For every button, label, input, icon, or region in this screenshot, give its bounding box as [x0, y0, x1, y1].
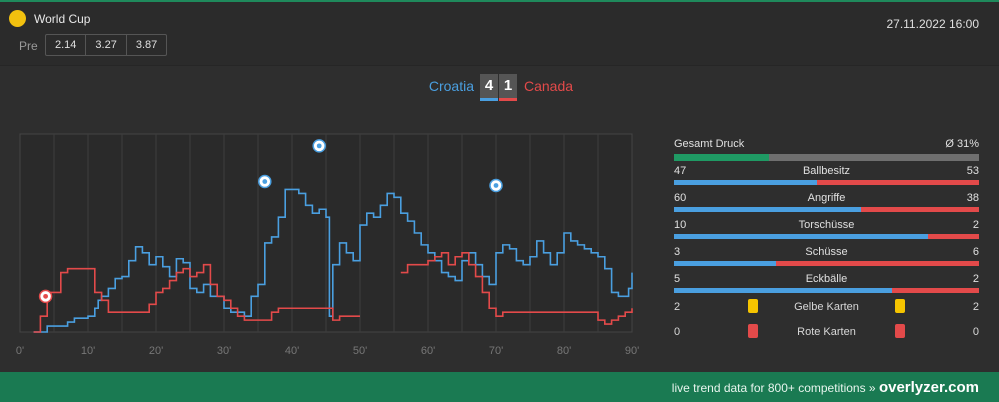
- goal-ball-center: [493, 183, 499, 188]
- stat-away-value: 2: [972, 219, 979, 231]
- pressure-bar: [674, 154, 979, 161]
- stat-home-value: 47: [674, 165, 687, 177]
- odds-home[interactable]: 2.14: [46, 35, 87, 55]
- red-card-icon: [748, 324, 758, 338]
- away-score: 1: [499, 74, 517, 101]
- stats-panel: Gesamt Druck Ø 31% 47 Ballbesitz 53 60 Angri…: [674, 134, 979, 346]
- stat-bar-fill: [674, 207, 861, 212]
- goal-ball-center: [262, 179, 268, 184]
- stat-bar-fill: [674, 288, 892, 293]
- footer-brand[interactable]: overlyzer.com: [878, 379, 979, 396]
- odds-draw[interactable]: 3.27: [86, 35, 127, 55]
- stat-away-value: 2: [972, 273, 979, 285]
- goal-ball-icon: [489, 178, 503, 193]
- stat-bar: [674, 288, 979, 293]
- stat-row: 47 Ballbesitz 53: [674, 161, 979, 188]
- match-header: World Cup 27.11.2022 16:00 Pre 2.14 3.27…: [0, 2, 999, 66]
- series-line-canada: [33, 263, 360, 333]
- stat-row: 5 Eckbälle 2: [674, 269, 979, 296]
- stat-label: Angriffe: [807, 192, 846, 204]
- x-tick-label: 10': [81, 345, 95, 357]
- stat-bar-fill: [674, 180, 818, 185]
- match-date: 27.11.2022 16:00: [886, 17, 979, 31]
- scoreline: Croatia 4 1 Canada: [0, 74, 999, 102]
- home-score: 4: [480, 74, 498, 101]
- card-away-value: 0: [972, 326, 979, 338]
- series-line-canada: [400, 252, 633, 325]
- stat-home-value: 60: [674, 192, 687, 204]
- card-away-value: 2: [972, 301, 979, 313]
- x-tick-label: 80': [557, 345, 571, 357]
- red-card-icon: [895, 324, 905, 338]
- stat-label: Ballbesitz: [802, 165, 851, 177]
- stat-label: Torschüsse: [798, 219, 855, 231]
- away-team-name: Canada: [524, 78, 574, 94]
- card-label: Gelbe Karten: [794, 301, 859, 313]
- footer-text: live trend data for 800+ competitions »: [671, 381, 876, 395]
- goal-ball-center: [43, 293, 48, 299]
- series-line-croatia: [33, 188, 633, 333]
- stat-bar: [674, 234, 979, 239]
- stat-home-value: 10: [674, 219, 687, 231]
- stat-row: 3 Schüsse 6: [674, 242, 979, 269]
- pressure-trend-chart: 0' 10' 20' 30' 40' 50' 60' 70' 80' 90': [16, 133, 639, 357]
- card-home-value: 0: [674, 326, 681, 338]
- footer: live trend data for 800+ competitions » …: [0, 372, 999, 402]
- competition-name: World Cup: [34, 12, 91, 26]
- goal-ball-icon: [258, 174, 272, 189]
- home-team-name: Croatia: [428, 78, 474, 94]
- top-accent-line: [0, 0, 999, 2]
- competition-icon: [9, 10, 26, 27]
- stat-label: Eckbälle: [805, 273, 848, 285]
- stat-away-value: 38: [966, 192, 979, 204]
- goal-ball-center: [316, 143, 322, 149]
- card-label: Rote Karten: [797, 326, 856, 338]
- stat-bar-fill: [674, 234, 929, 239]
- stat-home-value: 5: [674, 273, 681, 285]
- x-tick-label: 50': [353, 345, 367, 357]
- odds-away[interactable]: 3.87: [135, 39, 158, 51]
- stat-row: 60 Angriffe 38: [674, 188, 979, 215]
- footer-tagline[interactable]: live trend data for 800+ competitions » …: [672, 379, 979, 396]
- yellow-card-icon: [895, 299, 905, 313]
- x-tick-label: 90': [625, 345, 639, 357]
- yellow-card-icon: [748, 299, 758, 313]
- x-tick-label: 20': [149, 345, 163, 357]
- pressure-bar-fill: [674, 154, 769, 161]
- x-tick-label: 40': [285, 345, 299, 357]
- x-tick-label: 0': [16, 345, 24, 357]
- stat-bar: [674, 207, 979, 212]
- card-home-value: 2: [674, 301, 681, 313]
- pressure-value: Ø 31%: [945, 138, 979, 150]
- card-row: 2 Gelbe Karten 2: [674, 296, 979, 321]
- goal-ball-icon: [38, 289, 53, 304]
- pre-odds: 2.14 3.27 3.87: [45, 34, 168, 56]
- x-tick-label: 30': [217, 345, 231, 357]
- pressure-label: Gesamt Druck: [674, 138, 745, 150]
- stat-row: 10 Torschüsse 2: [674, 215, 979, 242]
- x-tick-label: 60': [421, 345, 435, 357]
- stat-home-value: 3: [674, 246, 681, 258]
- goal-ball-icon: [312, 139, 326, 153]
- stat-bar: [674, 180, 979, 185]
- pre-odds-label: Pre: [19, 39, 38, 53]
- stat-bar-fill: [674, 261, 776, 266]
- stat-label: Schüsse: [805, 246, 848, 258]
- stat-away-value: 6: [972, 246, 979, 258]
- x-tick-label: 70': [489, 345, 503, 357]
- stat-bar: [674, 261, 979, 266]
- card-row: 0 Rote Karten 0: [674, 321, 979, 346]
- stat-away-value: 53: [966, 165, 979, 177]
- pressure-row: Gesamt Druck Ø 31%: [674, 134, 979, 161]
